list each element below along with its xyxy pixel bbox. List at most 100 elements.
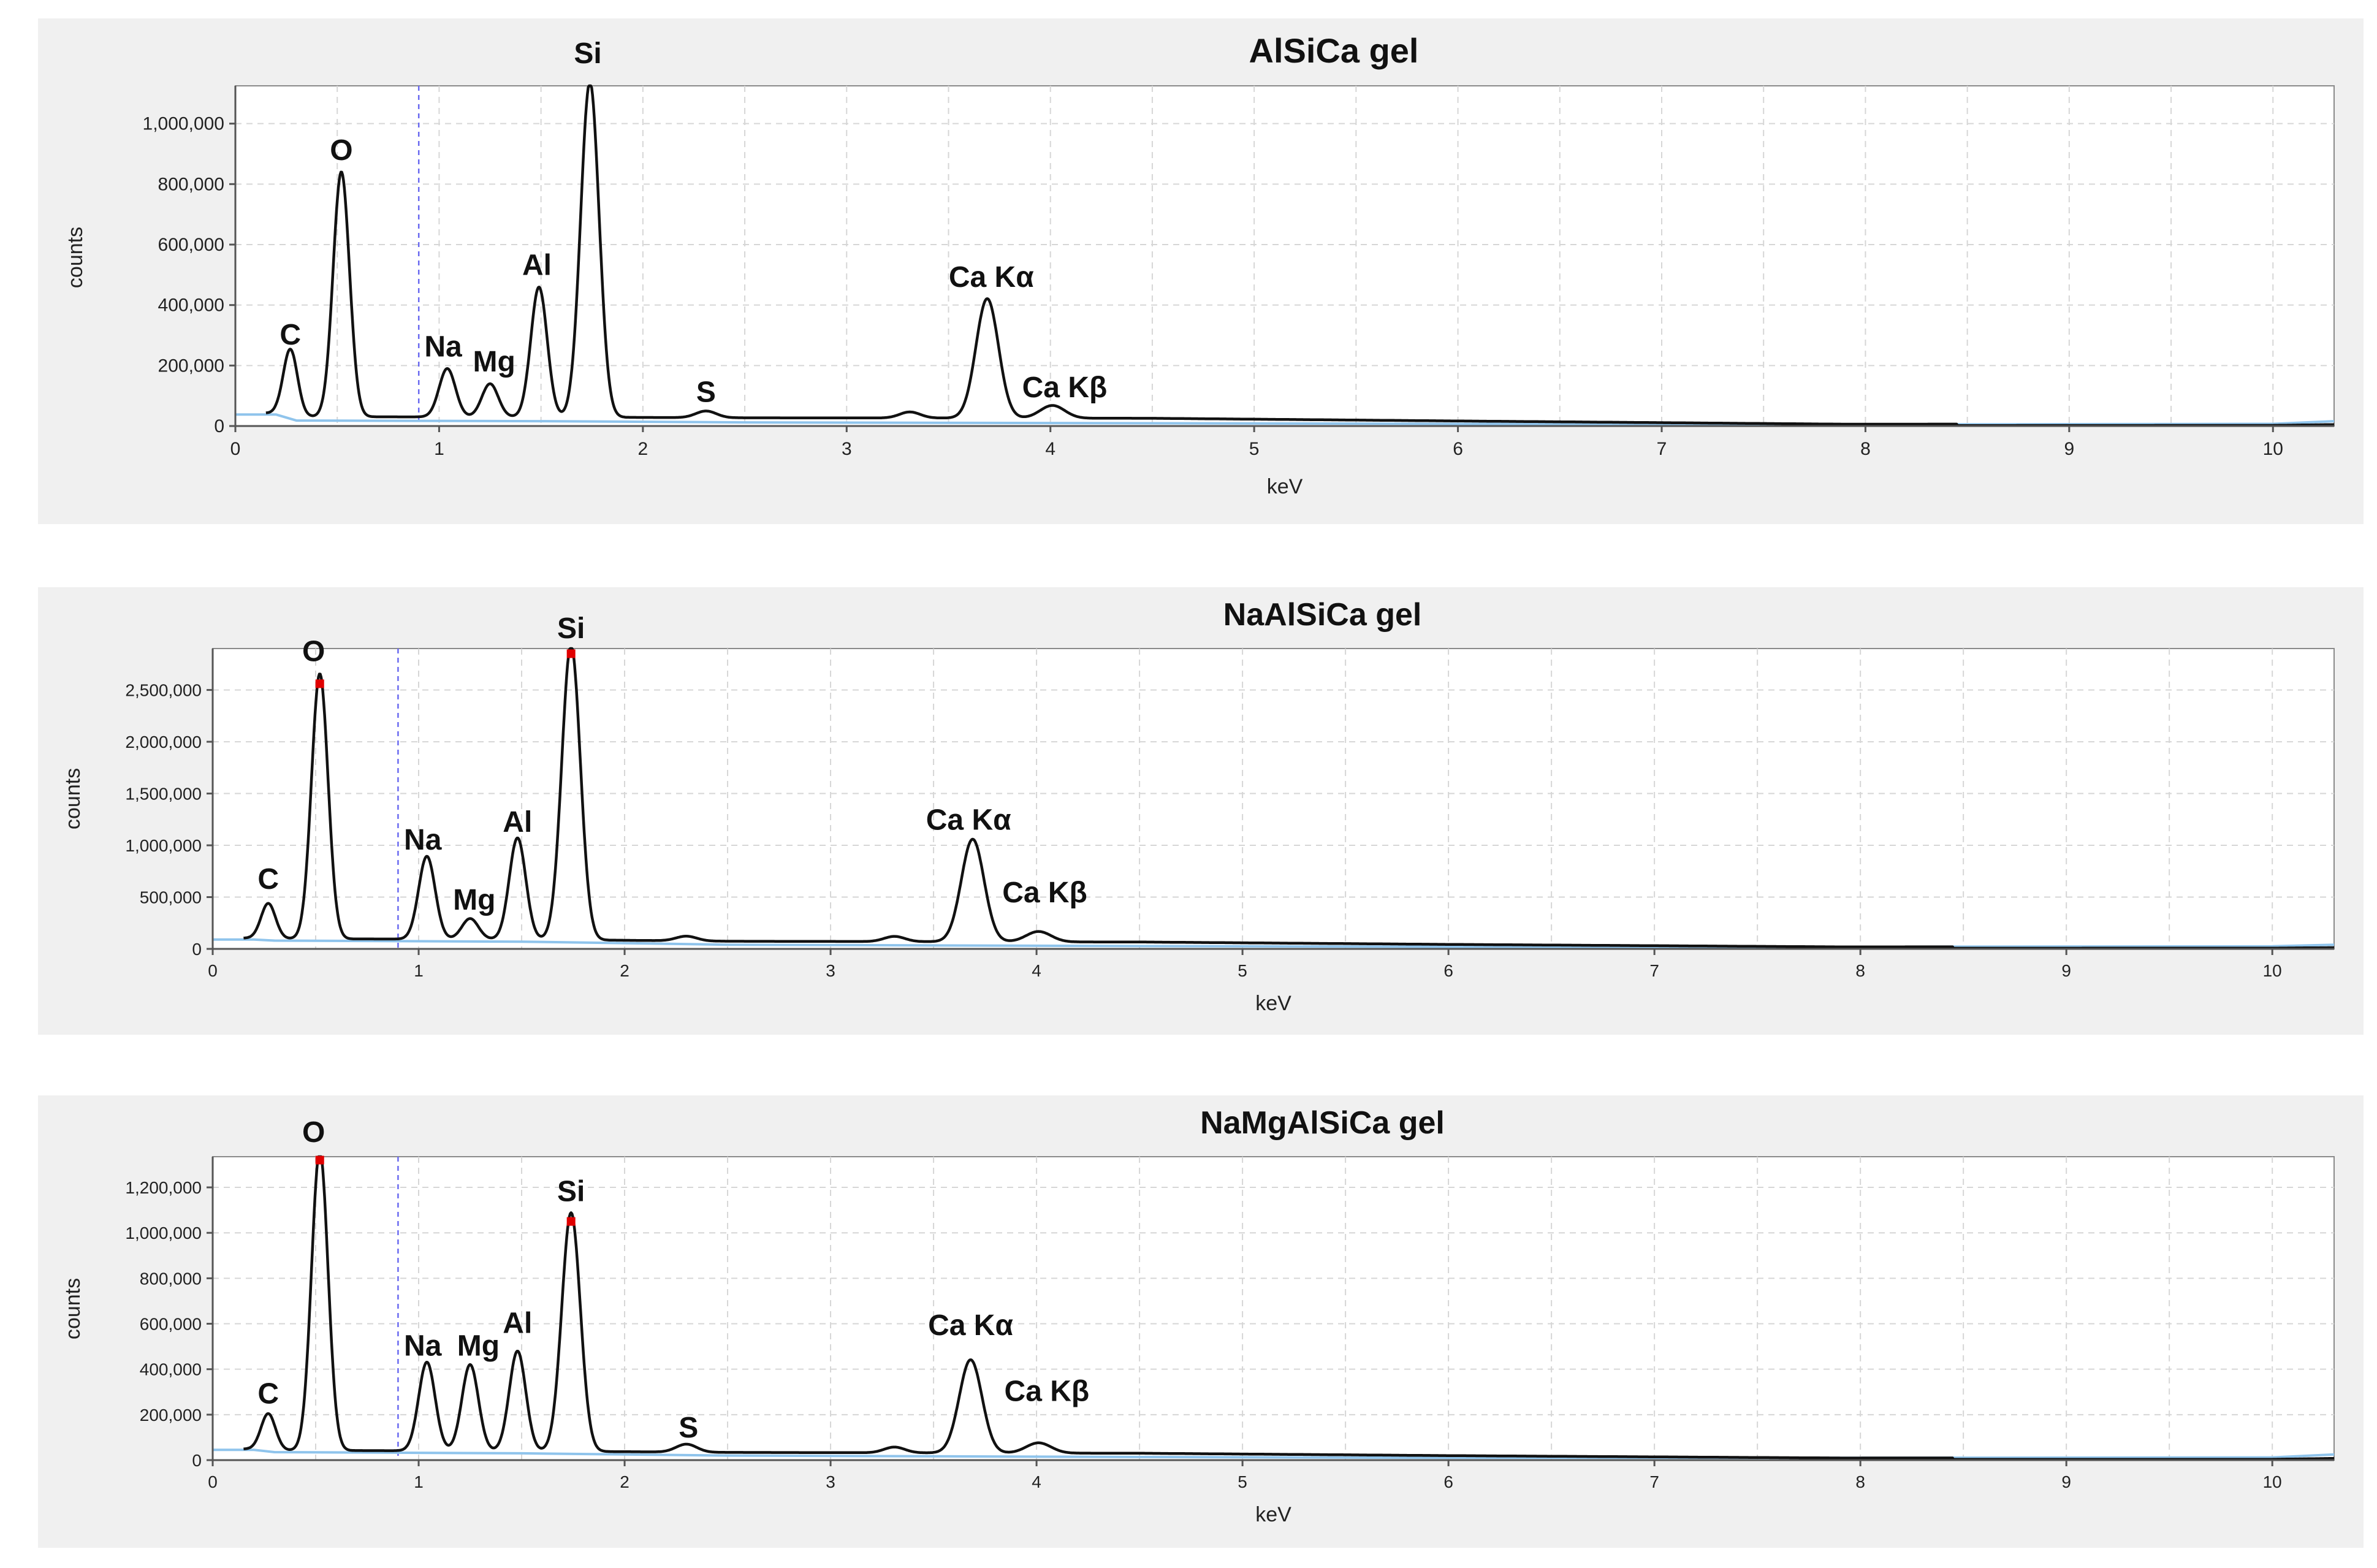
plot-area xyxy=(212,648,2335,950)
chart-panel-3: NaMgAlSiCa gel 0 1 2 3 4 5 6 7 8 9 10 0 200,000 400,00… xyxy=(38,1095,2364,1548)
peak-label: C xyxy=(257,863,279,896)
x-tick-label: 1 xyxy=(414,1472,424,1491)
y-tick-label: 1,000,000 xyxy=(125,1224,202,1243)
x-tick-label: 7 xyxy=(1649,961,1659,980)
x-tick-label: 3 xyxy=(826,961,835,980)
peak-label: Al xyxy=(522,249,552,281)
background-fit-line xyxy=(213,938,2335,948)
x-tick-label: 1 xyxy=(414,961,424,980)
y-tick-label: 0 xyxy=(192,940,202,959)
chart-panel-2: NaAlSiCa gel 0 1 2 3 4 5 6 7 8 9 10 0 500,000 1,000,00… xyxy=(38,587,2364,1035)
peak-top-marker xyxy=(566,1217,576,1226)
y-tick-label: 800,000 xyxy=(158,174,224,194)
peak-label: S xyxy=(696,376,716,409)
peak-label: C xyxy=(280,319,301,351)
peak-top-marker xyxy=(315,679,324,688)
x-tick-label: 3 xyxy=(826,1472,835,1491)
peak-top-marker xyxy=(315,1155,324,1165)
x-tick-label: 4 xyxy=(1032,961,1041,980)
peak-label: Ca Kα xyxy=(928,1309,1013,1342)
chart-3: NaMgAlSiCa gel 0 1 2 3 4 5 6 7 8 9 10 0 200,000 400,00… xyxy=(61,1105,2335,1526)
y-tick-label: 400,000 xyxy=(140,1360,202,1379)
peak-label: Na xyxy=(424,331,462,363)
x-tick-label: 8 xyxy=(1855,1472,1865,1491)
x-tick-label: 6 xyxy=(1443,1472,1453,1491)
x-tick-label: 4 xyxy=(1045,439,1055,459)
x-tick-label: 0 xyxy=(208,1472,218,1491)
x-tick-label: 0 xyxy=(230,439,241,459)
y-tick-label: 1,500,000 xyxy=(125,785,202,804)
x-tick-label: 8 xyxy=(1860,439,1871,459)
x-tick-label: 2 xyxy=(620,1472,629,1491)
x-tick-label: 5 xyxy=(1238,1472,1247,1491)
x-tick-label: 5 xyxy=(1249,439,1260,459)
x-tick-label: 5 xyxy=(1238,961,1247,980)
y-tick-label: 1,200,000 xyxy=(125,1178,202,1197)
peak-label: O xyxy=(330,134,352,167)
peak-label: O xyxy=(302,1116,325,1149)
chart-title: NaAlSiCa gel xyxy=(1223,597,1422,633)
peak-label: C xyxy=(257,1377,279,1410)
peak-top-marker xyxy=(566,649,576,658)
chart-2: NaAlSiCa gel 0 1 2 3 4 5 6 7 8 9 10 0 500,000 1,000,00… xyxy=(61,597,2335,1015)
x-tick-label: 9 xyxy=(2061,961,2071,980)
x-tick-label: 6 xyxy=(1443,961,1453,980)
peak-label: Mg xyxy=(453,884,495,916)
x-tick-label: 0 xyxy=(208,961,218,980)
x-tick-label: 9 xyxy=(2061,1472,2071,1491)
y-tick-label: 1,000,000 xyxy=(143,114,224,134)
x-tick-label: 10 xyxy=(2263,1472,2282,1491)
y-tick-label: 400,000 xyxy=(158,295,224,316)
x-tick-label: 4 xyxy=(1032,1472,1041,1491)
x-tick-label: 7 xyxy=(1657,439,1667,459)
y-tick-label: 2,500,000 xyxy=(125,681,202,700)
y-tick-label: 800,000 xyxy=(140,1269,202,1288)
y-tick-label: 1,000,000 xyxy=(125,836,202,855)
chart-panel-1: AlSiCa gel 0 1 2 3 4 5 6 7 8 9 10 0 200,000 400,000 600… xyxy=(38,18,2364,524)
y-axis-label: counts xyxy=(61,768,85,829)
peak-label: S xyxy=(679,1412,698,1444)
peak-label: Ca Kβ xyxy=(1005,1376,1090,1408)
x-tick-label: 2 xyxy=(638,439,648,459)
x-axis-label: keV xyxy=(1255,1503,1291,1526)
y-tick-label: 600,000 xyxy=(140,1315,202,1334)
x-tick-label: 2 xyxy=(620,961,629,980)
y-tick-label: 500,000 xyxy=(140,888,202,907)
x-axis-label: keV xyxy=(1267,475,1303,498)
plot-area xyxy=(212,1156,2335,1461)
x-axis-label: keV xyxy=(1255,992,1291,1015)
background-fit-line xyxy=(213,1448,2335,1460)
x-tick-label: 10 xyxy=(2263,439,2283,459)
peak-label: Si xyxy=(557,1175,585,1208)
y-axis-label: counts xyxy=(61,1278,85,1339)
x-tick-label: 8 xyxy=(1855,961,1865,980)
peak-label: Si xyxy=(557,612,585,645)
peak-label: Ca Kβ xyxy=(1002,877,1087,909)
y-tick-label: 200,000 xyxy=(158,356,224,376)
x-tick-label: 7 xyxy=(1649,1472,1659,1491)
y-tick-label: 0 xyxy=(192,1451,202,1470)
x-tick-label: 9 xyxy=(2064,439,2075,459)
peak-label: Na xyxy=(404,1330,442,1362)
peak-label: Mg xyxy=(473,346,515,378)
y-tick-label: 600,000 xyxy=(158,235,224,255)
y-axis-label: counts xyxy=(64,227,87,288)
peak-label: O xyxy=(302,635,325,668)
peak-label: Al xyxy=(503,806,532,839)
x-tick-label: 10 xyxy=(2263,961,2282,980)
peak-label: Mg xyxy=(457,1330,500,1362)
peak-label: Ca Kα xyxy=(949,261,1034,294)
y-tick-label: 200,000 xyxy=(140,1406,202,1425)
y-tick-label: 2,000,000 xyxy=(125,733,202,752)
peak-label: Na xyxy=(404,824,442,856)
y-tick-label: 0 xyxy=(214,416,224,436)
x-tick-label: 6 xyxy=(1453,439,1463,459)
peak-label: Ca Kβ xyxy=(1022,371,1108,404)
peak-label: Ca Kα xyxy=(926,804,1011,837)
chart-1: AlSiCa gel 0 1 2 3 4 5 6 7 8 9 10 0 200,000 400,000 600… xyxy=(64,31,2335,498)
x-tick-label: 3 xyxy=(842,439,852,459)
peak-label: Si xyxy=(574,37,601,70)
peak-label: Al xyxy=(503,1307,532,1339)
x-tick-label: 1 xyxy=(434,439,444,459)
chart-title: NaMgAlSiCa gel xyxy=(1200,1105,1445,1141)
